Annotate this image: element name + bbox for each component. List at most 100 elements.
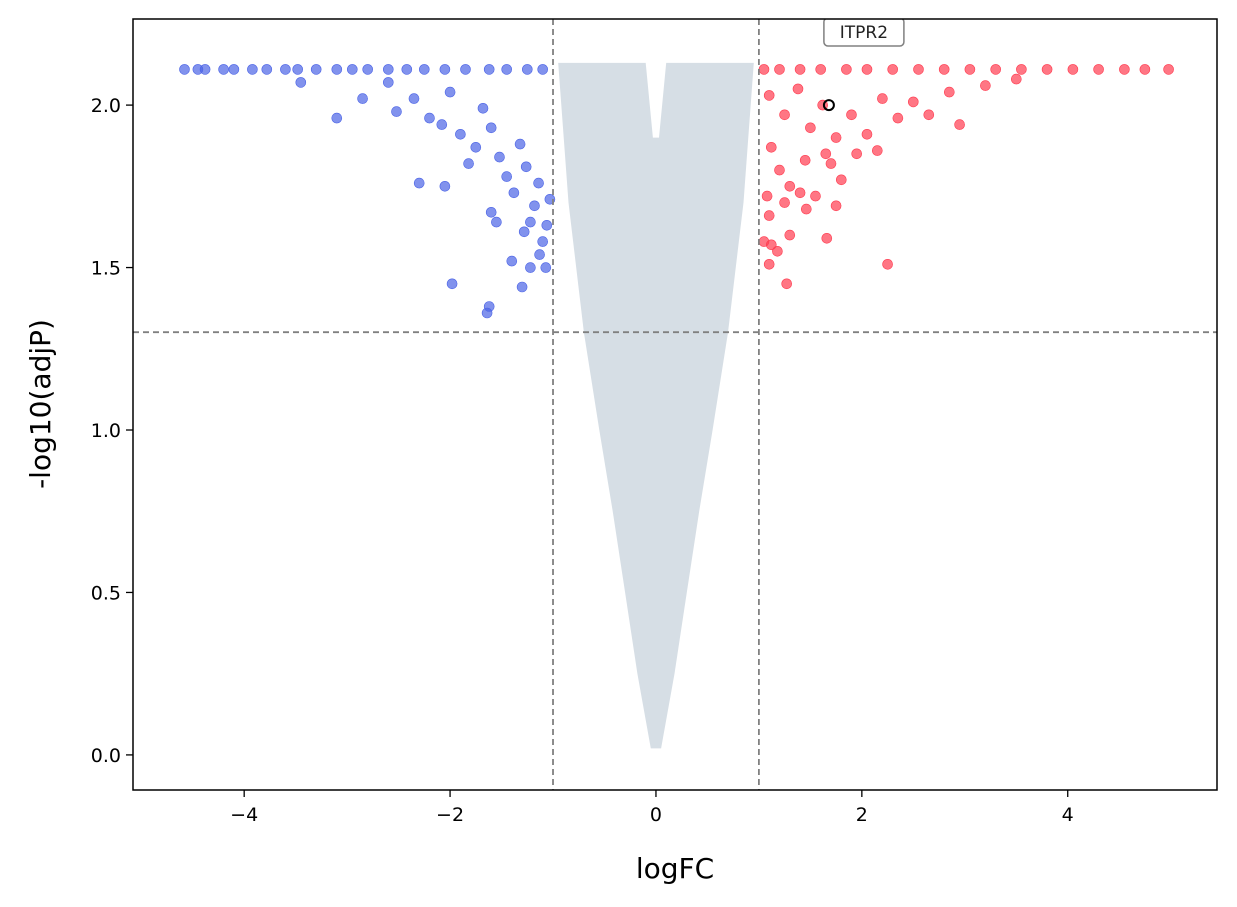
up-point — [815, 64, 827, 75]
up-point — [913, 64, 924, 75]
up-point — [810, 190, 821, 202]
down-point — [525, 216, 536, 228]
down-point — [521, 64, 533, 75]
down-point — [537, 236, 549, 247]
up-point — [841, 64, 852, 75]
up-point — [1093, 64, 1104, 75]
up-point — [830, 132, 842, 143]
highlighted-gene-marker — [822, 99, 835, 112]
up-point — [800, 203, 812, 215]
up-point — [861, 129, 873, 140]
down-point — [525, 262, 536, 273]
up-point — [851, 148, 863, 160]
up-point — [792, 83, 804, 95]
down-point — [537, 64, 549, 75]
down-point — [501, 171, 513, 182]
up-point — [882, 258, 893, 270]
up-point — [825, 158, 837, 169]
up-point — [907, 96, 919, 108]
down-point — [508, 187, 520, 199]
gene-label: ITPR2 — [840, 23, 888, 43]
y-tick-label: 1.5 — [91, 258, 121, 280]
down-point — [534, 249, 545, 260]
down-point — [446, 278, 458, 290]
down-point — [346, 64, 358, 75]
y-axis: 0.0 0.5 1.0 1.5 2.0 — [91, 95, 133, 767]
down-point — [424, 112, 435, 124]
up-point — [779, 197, 790, 208]
x-tick-label: 0 — [650, 804, 662, 826]
up-point — [1067, 64, 1079, 75]
down-point — [460, 64, 471, 75]
up-point — [943, 86, 955, 98]
down-point — [455, 129, 466, 140]
down-point — [533, 177, 544, 189]
down-point — [481, 307, 493, 319]
down-point — [179, 64, 190, 75]
annotation-layer: ITPR2 — [822, 19, 905, 112]
down-point — [470, 142, 482, 153]
plot-area: ITPR2 — [133, 19, 1217, 790]
up-point — [1119, 64, 1130, 75]
up-point — [1016, 64, 1027, 75]
down-point — [408, 93, 420, 104]
down-point — [520, 161, 532, 173]
up-point — [781, 278, 793, 290]
up-point — [871, 145, 883, 156]
plot-frame — [132, 18, 1218, 791]
up-point — [763, 90, 775, 101]
up-point — [923, 109, 935, 121]
down-point — [382, 64, 394, 75]
down-point — [391, 106, 402, 117]
y-tick-label: 0.0 — [91, 745, 121, 767]
down-point — [501, 64, 513, 75]
down-point — [228, 64, 240, 75]
up-point — [772, 246, 783, 257]
up-point — [761, 190, 773, 202]
down-point — [444, 86, 456, 98]
y-tick-label: 0.5 — [91, 582, 121, 604]
up-point — [758, 64, 770, 75]
down-point — [247, 64, 258, 75]
up-point — [784, 181, 796, 192]
up-point — [830, 200, 842, 212]
down-point — [494, 151, 505, 163]
up-point — [1139, 64, 1151, 75]
x-tick-label: 4 — [1062, 804, 1074, 826]
up-point — [784, 229, 796, 241]
y-tick-label: 1.0 — [91, 420, 121, 442]
gene-label-box — [823, 19, 905, 47]
down-point — [401, 64, 413, 75]
up-point — [846, 109, 857, 121]
threshold-lines — [133, 19, 1217, 790]
y-axis-label: -log10(adjP) — [24, 319, 57, 489]
up-point — [887, 64, 899, 75]
up-point — [1163, 64, 1174, 75]
down-point — [413, 177, 425, 189]
down-point — [261, 64, 273, 75]
down-point — [516, 281, 528, 293]
down-point — [382, 77, 394, 88]
up-point — [954, 119, 965, 130]
up-point — [1010, 73, 1022, 85]
x-axis: −4 −2 0 2 4 — [230, 790, 1074, 826]
down-point — [485, 122, 497, 134]
up-point — [794, 187, 806, 199]
down-point — [310, 64, 322, 75]
up-point — [774, 164, 785, 176]
down-point — [280, 64, 291, 75]
down-point — [357, 93, 368, 104]
x-axis-label: logFC — [636, 852, 714, 885]
x-tick-label: 2 — [856, 804, 868, 826]
up-point — [892, 112, 904, 124]
up-point — [964, 64, 976, 75]
up-point — [765, 239, 777, 251]
down-point — [541, 220, 553, 231]
x-tick-label: −2 — [436, 804, 464, 826]
down-point — [436, 119, 448, 130]
down-point — [295, 77, 307, 88]
down-point — [540, 262, 552, 273]
x-tick-label: −4 — [230, 804, 258, 826]
up-point — [980, 80, 991, 91]
